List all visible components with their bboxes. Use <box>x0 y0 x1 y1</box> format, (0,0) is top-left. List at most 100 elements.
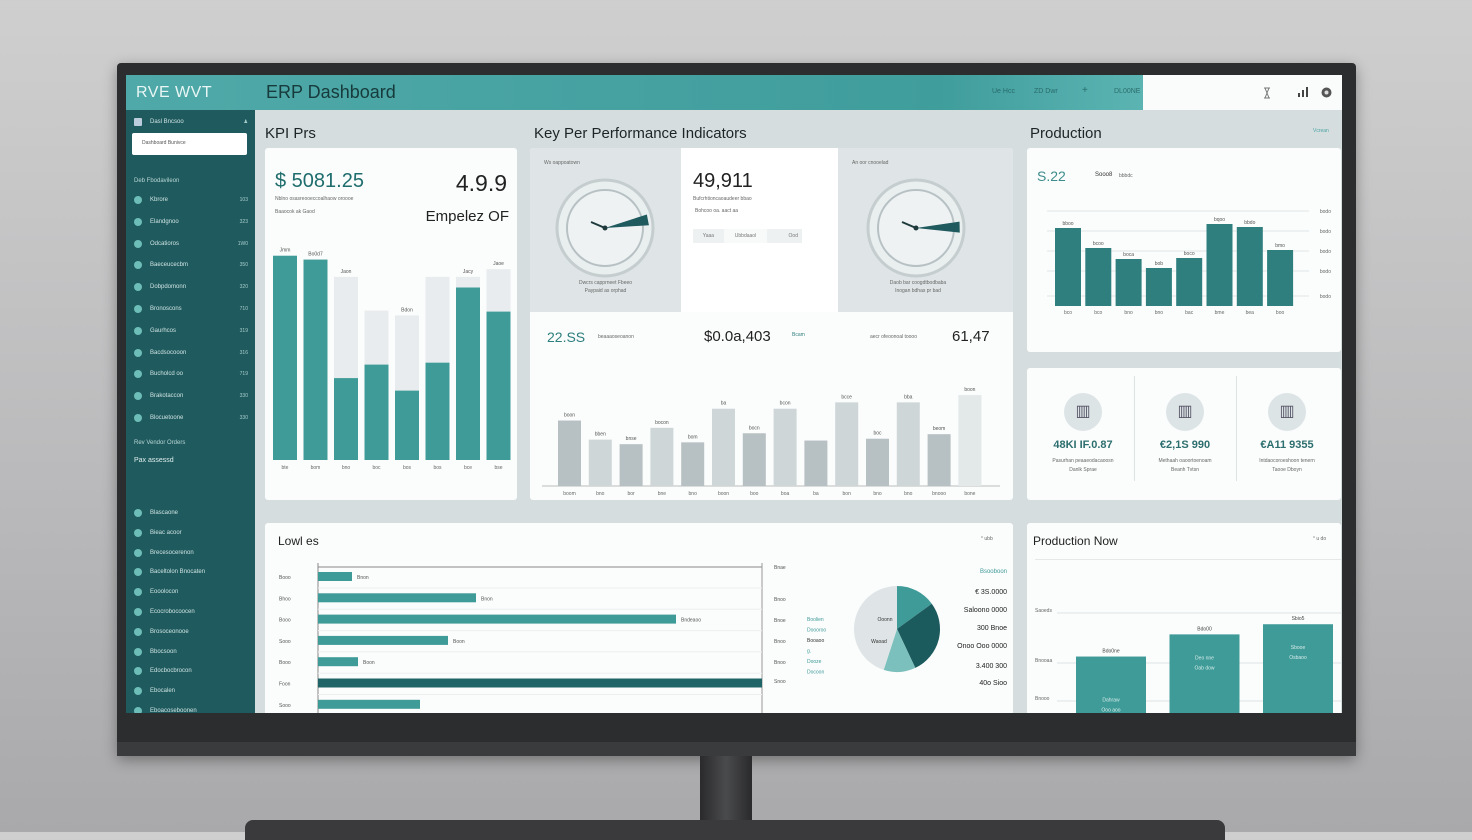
bar <box>1085 248 1112 306</box>
menu-item-icon <box>134 707 142 713</box>
stat-2-label: Bcam <box>792 332 805 338</box>
sidebar-item[interactable]: Bieac acoor <box>134 526 248 540</box>
stat-3-label: aecr ofeoonoal toooo <box>870 334 917 340</box>
sidebar-top[interactable]: Dasl Bncsoo ♟ <box>134 115 248 129</box>
metric-caption-2: Beanh Tvtsn <box>1171 467 1199 473</box>
factory-icon: ▥ <box>1064 393 1102 431</box>
user-icon[interactable]: ♟ <box>243 119 248 125</box>
sidebar-item[interactable]: Brakotaccon 330 <box>134 389 248 403</box>
y-tick-label: Sooo <box>279 639 291 645</box>
bar-label: Jaon <box>341 269 352 275</box>
pie-left-label: Bnoo <box>774 660 786 666</box>
nav-link-2[interactable]: ZD Dwr <box>1034 88 1058 95</box>
pie-chart: Bnae Bnoo Bnoe Bnoo Bnoo Snoo Boolien Doooroo Bo… <box>774 565 1007 687</box>
value-label: Bnon <box>357 575 369 581</box>
pie-value-label: 300 Bnoe <box>977 625 1007 632</box>
search-input[interactable]: Dashboard Bunivce <box>132 133 247 155</box>
segment-tab-1[interactable]: Yaaa <box>702 233 715 239</box>
add-icon[interactable]: + <box>1082 85 1088 96</box>
x-tick-label: bon <box>843 491 852 497</box>
production-now-title: Production Now <box>1033 534 1118 548</box>
sidebar-item-count: 103 <box>239 197 248 203</box>
bar <box>1206 224 1233 306</box>
bar <box>1055 228 1081 306</box>
sidebar-item[interactable]: Eooolocon <box>134 585 248 599</box>
gauge-pivot <box>913 225 919 231</box>
pie-left-label: Bnoo <box>774 597 786 603</box>
menu-item-icon <box>134 509 142 517</box>
sidebar-item[interactable]: Ecocrobocoocen <box>134 605 248 619</box>
levels-link[interactable]: ° ubb <box>981 536 993 542</box>
sidebar-item[interactable]: Blocuetoone 330 <box>134 411 248 425</box>
sidebar-item[interactable]: Brecesocerenon <box>134 546 248 560</box>
metric-caption: Methaah oaoortoenoam <box>1158 458 1212 464</box>
menu-item-icon <box>134 667 142 676</box>
segment-tab-3[interactable]: Ood <box>788 233 798 239</box>
bar-label: bcce <box>841 394 852 400</box>
gauge-needle <box>916 221 960 233</box>
gauge-2 <box>866 178 966 278</box>
bar-label: bben <box>595 432 606 438</box>
sidebar-item[interactable]: Eboacoseboonen <box>134 704 248 713</box>
group-header-1: Deb Fbodavileon <box>134 178 180 184</box>
production-link[interactable]: Vcrean <box>1313 128 1329 134</box>
gauge-hand <box>590 221 606 229</box>
sidebar-item[interactable]: Bbocsoon <box>134 645 248 659</box>
menu-item-icon <box>134 568 142 577</box>
levels-chart: Booo Bnon Bhoo Bnon Booo Bndeaoo Sooo Boon Booo B… <box>279 563 763 713</box>
kpi-prs-chart: Jmm bte Bo0d7 bom Jaon bno boc Bdon bos bos Jacy bc… <box>273 248 511 471</box>
settings-icon[interactable] <box>1321 87 1332 98</box>
hbar <box>318 572 352 581</box>
revenue-caption: Nblno osasreooeccoalhaow oroooe <box>275 196 354 202</box>
x-tick-label: bse <box>494 465 502 471</box>
sidebar-item[interactable]: Bucholcd oo 719 <box>134 367 248 381</box>
bar <box>1236 227 1263 306</box>
bar-label: Jmm <box>280 248 291 254</box>
bar-label: bocn <box>749 425 760 431</box>
sidebar-item[interactable]: Kbrore 103 <box>134 193 248 207</box>
segment-control: Yaaa Ubbdaaol Ood <box>693 229 802 243</box>
sidebar-item[interactable]: Gaurhcos 319 <box>134 324 248 338</box>
kpi-main-title: Key Per Performance Indicators <box>534 125 747 142</box>
sidebar-item[interactable]: Brosoceonooe <box>134 625 248 639</box>
sidebar: Dasl Bncsoo ♟ Dashboard Bunivce Deb Fboda… <box>126 110 255 713</box>
sidebar-item[interactable]: Edocbocbrocon <box>134 664 248 678</box>
hourglass-icon[interactable] <box>1262 87 1272 99</box>
sidebar-item[interactable]: Bronoscons 710 <box>134 302 248 316</box>
bar-chart-icon[interactable] <box>1297 86 1310 98</box>
x-tick-label: bno <box>904 491 913 497</box>
levels-title: Lowl es <box>278 534 319 548</box>
kpi-main-chart: boon boom bben bno bnse bor bocon bne bom bno ba bo… <box>542 387 1000 497</box>
sidebar-item[interactable]: Ebocalen <box>134 684 248 698</box>
actual-bar <box>425 362 450 460</box>
divider <box>1035 559 1341 560</box>
menu-item-icon <box>134 608 142 616</box>
sidebar-item[interactable]: Baceltolon Bnocaten <box>134 565 248 579</box>
segment-tab-2[interactable]: Ubbdaaol <box>723 229 768 243</box>
sidebar-item[interactable]: Dobpdomonn 320 <box>134 280 248 294</box>
nav-link-1[interactable]: Ue Hcc <box>992 88 1015 95</box>
revenue-value: $ 5081.25 <box>275 170 364 192</box>
sidebar-item[interactable]: Blascaone <box>134 506 248 520</box>
production-now-link[interactable]: ° u do <box>1313 536 1327 542</box>
y-tick-label: Bhoo <box>279 596 291 602</box>
x-tick-label: bno <box>1155 310 1164 316</box>
actual-bar <box>303 259 328 460</box>
actual-bar <box>273 255 297 460</box>
metrics-card: ▥ 48KI IF.0.87 Pasurhan peaaeodacaoosn Danl… <box>1027 368 1341 500</box>
bar-label: ba <box>721 401 727 407</box>
legend-item: Booaoo <box>807 638 824 644</box>
brand-logo[interactable]: RVE WVT <box>136 84 213 101</box>
sidebar-item[interactable]: Odcatioros 1W0 <box>134 237 248 251</box>
bar <box>1267 250 1294 306</box>
sidebar-item-label: Odcatioros <box>150 240 180 247</box>
sidebar-item-label: Bucholcd oo <box>150 371 184 378</box>
bar-label: bob <box>1155 261 1164 267</box>
sidebar-item[interactable]: Baeceucecbm 350 <box>134 258 248 272</box>
sidebar-item[interactable]: Bacdsocooon 316 <box>134 346 248 360</box>
pie-inner-label: Waoad <box>871 639 887 645</box>
bar-inner-label: Oab dow <box>1194 665 1214 671</box>
nav-link-3[interactable]: DL00NE <box>1114 88 1141 95</box>
sidebar-item[interactable]: Elandgnoo 323 <box>134 215 248 229</box>
bar <box>1145 268 1172 306</box>
